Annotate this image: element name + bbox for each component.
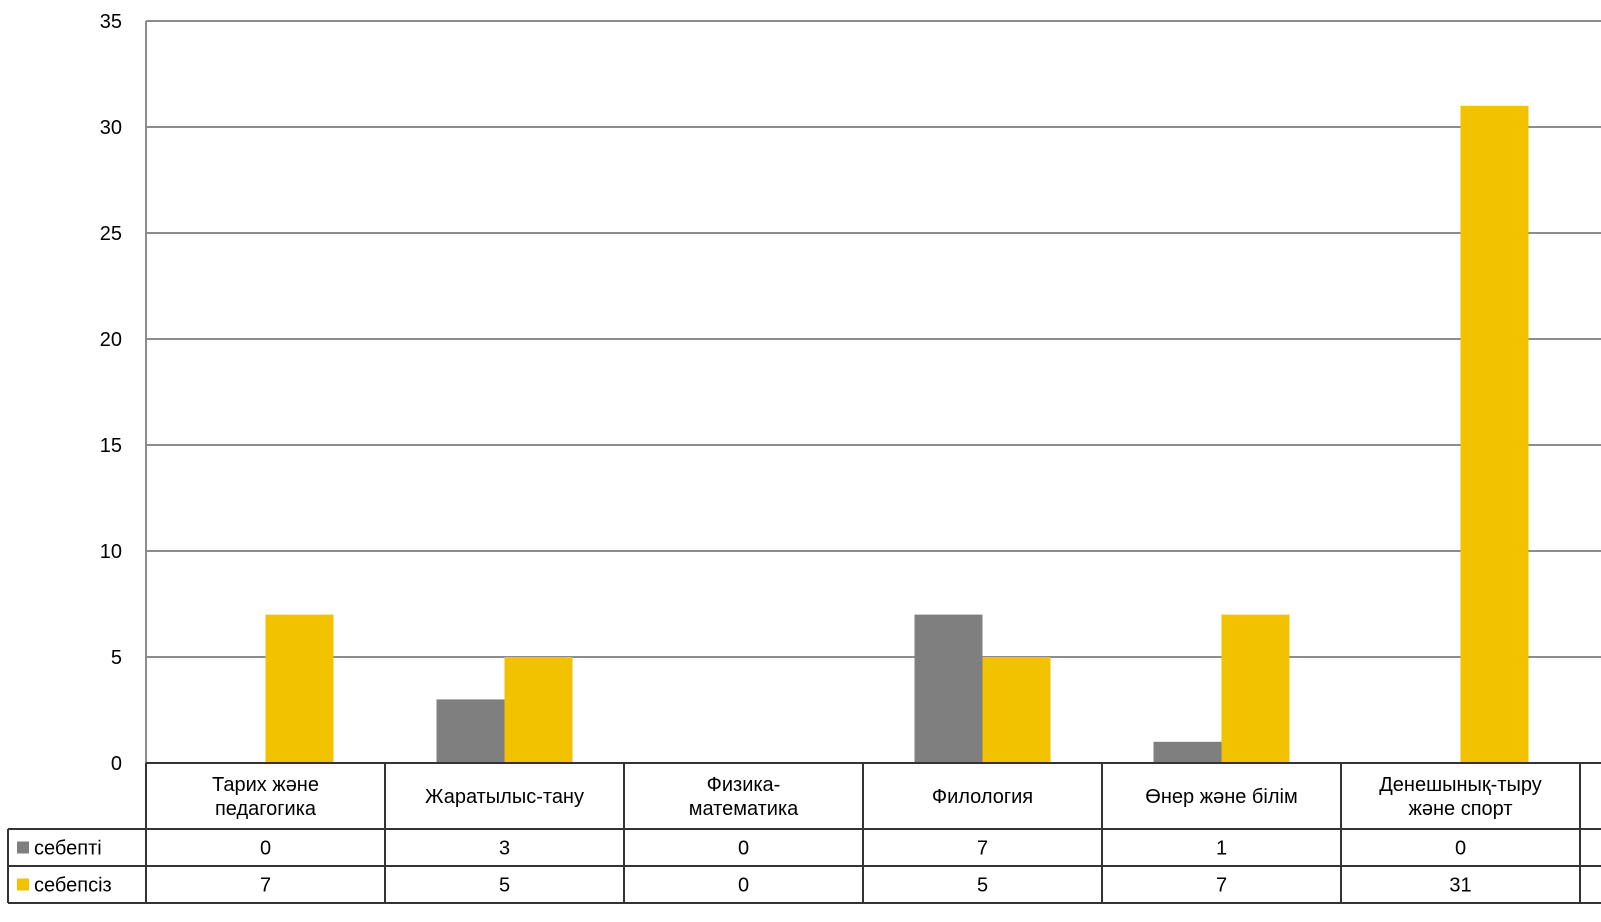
y-tick-label: 5 (111, 647, 122, 669)
bar-себепсіз-0 (265, 614, 334, 763)
table-value-себепті-5: 0 (1455, 838, 1466, 860)
bar-себепсіз-3 (982, 657, 1051, 763)
y-tick-label: 25 (100, 223, 122, 245)
legend-label-себепті: себепті (34, 838, 102, 860)
table-value-себепті-3: 7 (977, 838, 988, 860)
table-value-себепсіз-1: 5 (499, 875, 510, 897)
y-tick-label: 35 (100, 11, 122, 33)
table-value-себепті-4: 1 (1216, 838, 1227, 860)
y-axis: 0 5 10 15 20 25 30 35 (100, 11, 147, 775)
legend-swatch-себепсіз (17, 878, 29, 891)
category-label: Өнер және білім (1145, 786, 1297, 808)
legend-label-себепсіз: себепсіз (34, 875, 112, 897)
table-value-себепті-1: 3 (499, 838, 510, 860)
table-value-себепсіз-3: 5 (977, 875, 988, 897)
y-tick-label: 0 (111, 753, 122, 775)
category-label: педагогика (215, 798, 317, 820)
bars (265, 105, 1529, 764)
table-value-себепсіз-4: 7 (1216, 875, 1227, 897)
bar-себепті-3 (914, 614, 983, 763)
category-label: Жаратылыс-тану (425, 786, 584, 808)
table-value-себепті-0: 0 (260, 838, 271, 860)
legend-swatch-себепті (17, 841, 29, 854)
y-tick-label: 30 (100, 117, 122, 139)
table-value-себепті-2: 0 (738, 838, 749, 860)
gridlines (146, 20, 1601, 658)
table-value-себепсіз-5: 31 (1449, 875, 1471, 897)
category-label: және спорт (1408, 798, 1512, 820)
category-label: математика (689, 798, 799, 820)
bar-себепсіз-5 (1460, 105, 1529, 764)
bar-себепсіз-4 (1221, 614, 1290, 763)
bar-себепті-1 (436, 699, 505, 763)
table-value-себепсіз-0: 7 (260, 875, 271, 897)
category-label: Филология (932, 786, 1033, 808)
table-value-себепсіз-2: 0 (738, 875, 749, 897)
bar-себепті-4 (1153, 741, 1222, 763)
category-label: Тарих және (212, 774, 319, 796)
category-label: Физика- (707, 774, 781, 796)
category-label: Денешынық-тыру (1379, 774, 1542, 796)
y-tick-label: 10 (100, 541, 122, 563)
y-tick-label: 15 (100, 435, 122, 457)
bar-себепсіз-1 (504, 657, 573, 763)
y-tick-label: 20 (100, 329, 122, 351)
